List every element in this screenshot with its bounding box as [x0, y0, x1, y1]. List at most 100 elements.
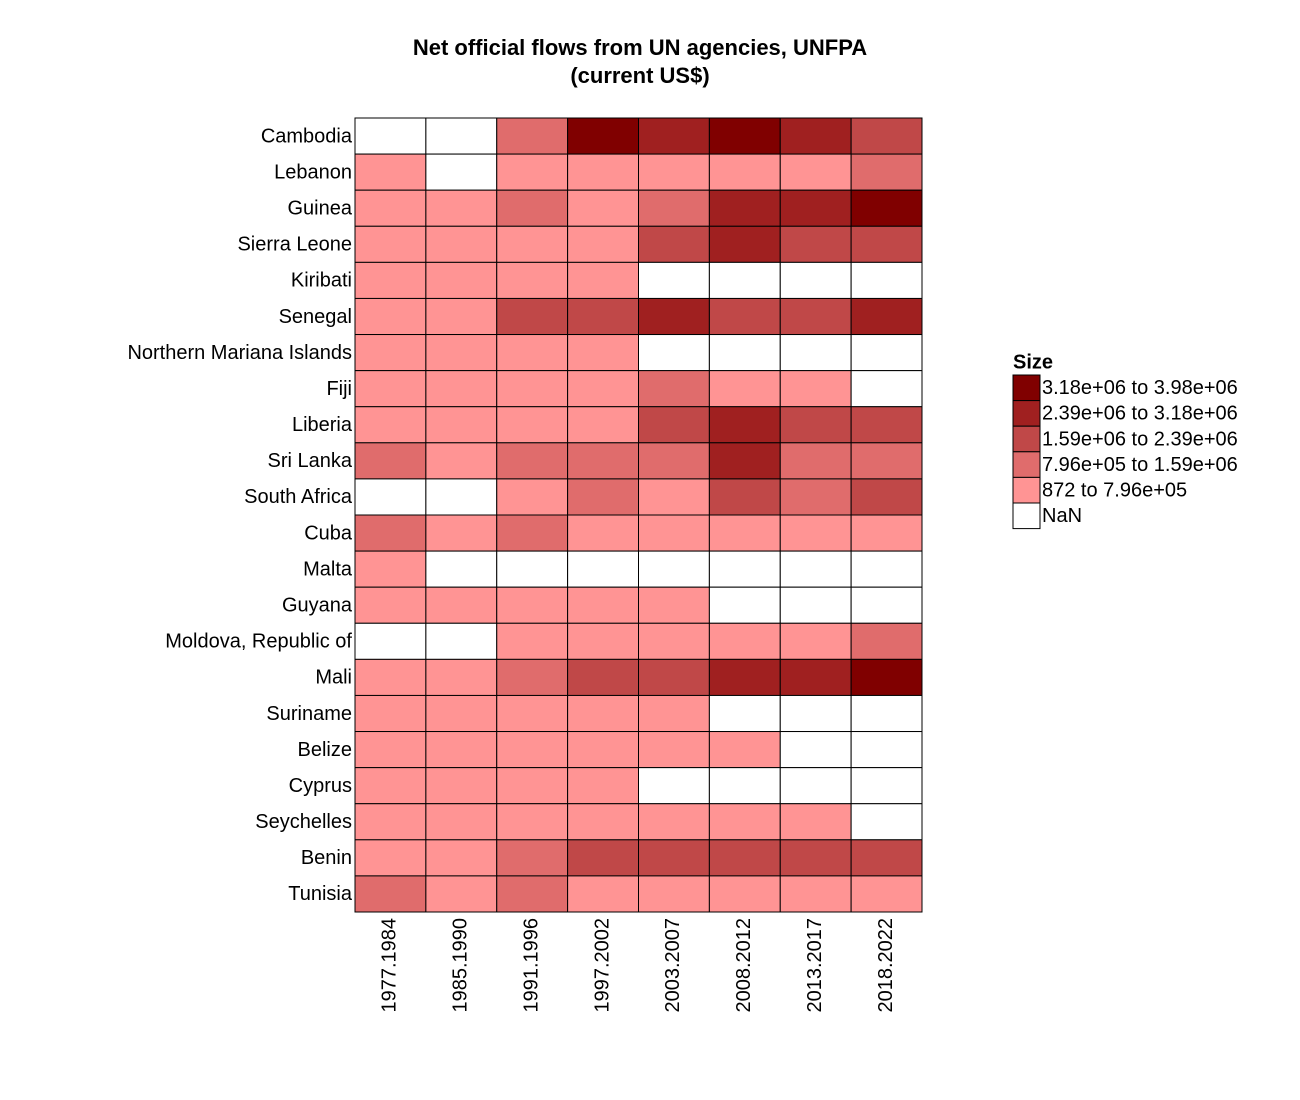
- cell: [779, 514, 852, 552]
- y-tick-label: Fiji: [326, 378, 352, 400]
- cell: [638, 442, 710, 480]
- cell: [425, 767, 498, 805]
- y-tick-label: Sierra Leone: [237, 234, 352, 256]
- cell: [708, 658, 781, 696]
- cell: [567, 153, 639, 191]
- x-tick-label: 1985.1990: [450, 918, 472, 1013]
- cell: [425, 406, 498, 444]
- cell: [638, 839, 710, 877]
- cell: [850, 839, 923, 877]
- cell: [354, 153, 427, 191]
- x-tick-label: 1977.1984: [379, 918, 401, 1013]
- nan-cell: [779, 767, 852, 805]
- cell: [638, 117, 710, 155]
- nan-cell: [850, 550, 923, 588]
- cell: [496, 514, 569, 552]
- cell: [354, 658, 427, 696]
- cell: [496, 622, 569, 660]
- nan-cell: [354, 478, 427, 516]
- x-tick-label: 2018.2022: [875, 918, 897, 1013]
- nan-cell: [708, 550, 781, 588]
- cell: [779, 658, 852, 696]
- nan-cell: [850, 767, 923, 805]
- cell: [708, 875, 781, 913]
- cell: [567, 261, 639, 299]
- cell: [425, 586, 498, 624]
- cell: [354, 875, 427, 913]
- cell: [779, 839, 852, 877]
- cell: [708, 839, 781, 877]
- x-tick-label: 1997.2002: [591, 918, 613, 1013]
- cell: [354, 261, 427, 299]
- cell: [779, 622, 852, 660]
- cell: [425, 731, 498, 769]
- cell: [779, 117, 852, 155]
- nan-cell: [779, 334, 852, 372]
- cell: [567, 803, 639, 841]
- cell: [779, 153, 852, 191]
- legend-title: Size: [1013, 351, 1053, 373]
- cell: [708, 731, 781, 769]
- legend-swatch: [1012, 400, 1041, 427]
- nan-cell: [779, 731, 852, 769]
- cell: [779, 225, 852, 263]
- cell: [638, 370, 710, 408]
- cell: [850, 189, 923, 227]
- cell: [354, 586, 427, 624]
- legend-label: 7.96e+05 to 1.59e+06: [1042, 454, 1238, 476]
- y-tick-label: Senegal: [279, 306, 352, 328]
- cell: [638, 225, 710, 263]
- legend-swatch: [1012, 425, 1041, 453]
- nan-cell: [850, 586, 923, 624]
- cell: [708, 514, 781, 552]
- cell: [850, 658, 923, 696]
- cell: [496, 189, 569, 227]
- cell: [496, 694, 569, 733]
- y-tick-label: Tunisia: [288, 883, 353, 905]
- cell: [496, 117, 569, 155]
- y-tick-label: Suriname: [266, 703, 352, 725]
- cell: [425, 694, 498, 733]
- cell: [425, 442, 498, 480]
- cell: [708, 153, 781, 191]
- x-tick-label: 1991.1996: [520, 918, 542, 1013]
- cell: [354, 767, 427, 805]
- y-tick-label: Cyprus: [289, 775, 352, 797]
- cell: [496, 586, 569, 624]
- cell: [425, 803, 498, 841]
- cell: [567, 514, 639, 552]
- y-tick-label: Cambodia: [261, 125, 353, 147]
- cell: [779, 803, 852, 841]
- cell: [496, 839, 569, 877]
- chart-subtitle: (current US$): [570, 63, 709, 88]
- cell: [638, 694, 710, 733]
- legend-swatch: [1012, 476, 1041, 504]
- cell: [425, 839, 498, 877]
- cell: [354, 189, 427, 227]
- cell: [496, 261, 569, 299]
- legend-label: 2.39e+06 to 3.18e+06: [1042, 403, 1238, 425]
- cell: [496, 334, 569, 372]
- nan-cell: [425, 622, 498, 660]
- cell: [567, 189, 639, 227]
- cell: [638, 189, 710, 227]
- cell: [496, 297, 569, 336]
- cell: [779, 442, 852, 480]
- cell: [354, 406, 427, 444]
- cell: [638, 153, 710, 191]
- cell: [496, 442, 569, 480]
- nan-cell: [496, 550, 569, 588]
- cell: [779, 189, 852, 227]
- cell: [638, 658, 710, 696]
- cell: [425, 658, 498, 696]
- nan-cell: [779, 261, 852, 299]
- cell: [638, 514, 710, 552]
- nan-cell: [638, 334, 710, 372]
- nan-cell: [708, 694, 781, 733]
- cell: [567, 370, 639, 408]
- cell: [708, 803, 781, 841]
- cell: [850, 442, 923, 480]
- nan-cell: [708, 261, 781, 299]
- cell: [567, 297, 639, 336]
